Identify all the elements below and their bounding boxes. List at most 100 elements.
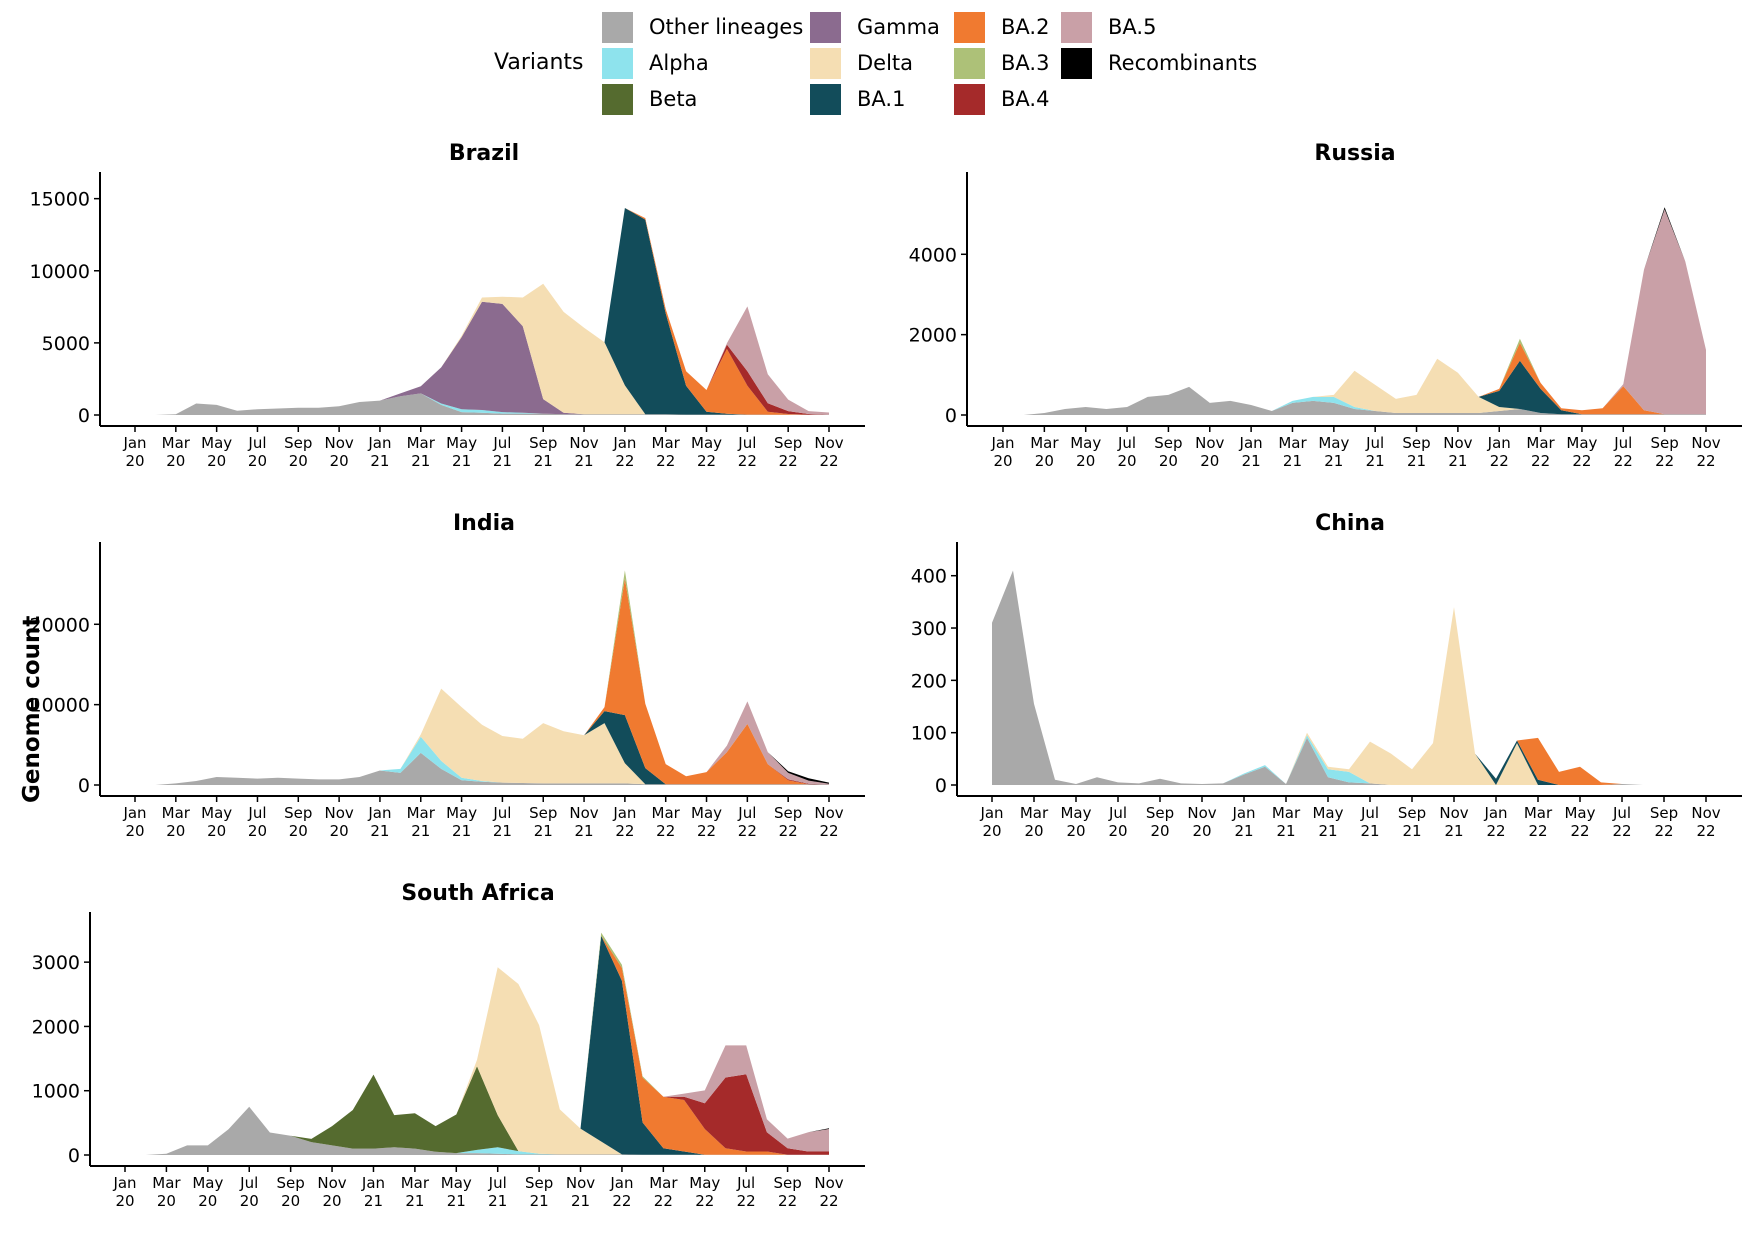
x-tick-label-month: Sep (277, 1174, 305, 1192)
panel-title: South Africa (401, 881, 554, 906)
panel-india: 01000020000Jan20Mar20May20Jul20Sep20Nov2… (30, 511, 865, 840)
x-tick-label-year: 21 (1318, 822, 1337, 840)
x-tick-label-year: 20 (281, 1192, 300, 1210)
x-tick-label-month: Nov (1443, 434, 1472, 452)
x-tick-label-year: 22 (1696, 452, 1715, 470)
x-tick-label-month: Nov (814, 434, 843, 452)
x-tick-label-year: 21 (1407, 452, 1426, 470)
x-tick-label-year: 21 (1242, 452, 1261, 470)
series-area-ba-1 (1003, 358, 1706, 415)
x-tick-label-year: 21 (1276, 822, 1295, 840)
y-tick-label: 4000 (909, 244, 957, 266)
y-tick-label: 0 (68, 1145, 80, 1167)
legend-swatch (954, 12, 985, 43)
x-tick-label-year: 22 (1486, 822, 1505, 840)
y-tick-label: 1000 (32, 1081, 80, 1103)
x-tick-label-year: 20 (207, 822, 226, 840)
y-tick-label: 10000 (30, 695, 90, 717)
x-tick-label-month: Mar (162, 804, 191, 822)
x-tick-label-month: Jul (488, 1174, 507, 1192)
x-tick-label-year: 20 (1192, 822, 1211, 840)
x-tick-label-year: 21 (1324, 452, 1343, 470)
x-tick-label-month: May (446, 804, 477, 822)
x-tick-label-month: Nov (1195, 434, 1224, 452)
x-tick-label-year: 20 (125, 822, 144, 840)
x-tick-label-year: 22 (1654, 822, 1673, 840)
series-area-ba-1 (992, 570, 1706, 785)
x-tick-label-year: 20 (248, 452, 267, 470)
legend-swatch (1061, 48, 1092, 79)
x-tick-label-month: Jul (1612, 804, 1631, 822)
x-tick-label-year: 21 (370, 822, 389, 840)
series-area-other-lineages (135, 393, 829, 415)
x-tick-label-month: Jan (1483, 804, 1507, 822)
x-tick-label-year: 20 (166, 822, 185, 840)
x-tick-label-year: 20 (323, 1192, 342, 1210)
x-tick-label-year: 20 (115, 1192, 134, 1210)
x-tick-label-month: Jan (612, 434, 636, 452)
x-tick-label-month: Sep (1398, 804, 1426, 822)
x-tick-label-year: 22 (1528, 822, 1547, 840)
x-tick-label-month: Jan (609, 1174, 633, 1192)
x-tick-label-year: 22 (819, 822, 838, 840)
panel-title: Russia (1314, 141, 1395, 166)
x-tick-label-year: 22 (738, 452, 757, 470)
x-tick-label-month: Sep (1402, 434, 1430, 452)
x-tick-label-month: May (201, 434, 232, 452)
legend-swatch (810, 84, 841, 115)
x-tick-label-year: 20 (1200, 452, 1219, 470)
x-tick-label-month: Mar (407, 804, 436, 822)
x-tick-label-month: Jul (737, 434, 756, 452)
x-tick-label-month: Nov (1439, 804, 1468, 822)
legend-label: Beta (649, 87, 698, 111)
x-tick-label-year: 20 (982, 822, 1001, 840)
legend-swatch (810, 12, 841, 43)
panel-title: China (1315, 511, 1385, 536)
panel-title: Brazil (449, 141, 519, 166)
x-tick-label-month: Jul (737, 804, 756, 822)
x-tick-label-year: 22 (779, 822, 798, 840)
x-tick-label-year: 21 (1360, 822, 1379, 840)
x-tick-label-month: Mar (162, 434, 191, 452)
x-tick-label-month: Nov (814, 804, 843, 822)
y-tick-label: 20000 (30, 614, 90, 636)
x-tick-label-year: 20 (207, 452, 226, 470)
series-area-other-lineages (1003, 386, 1706, 415)
series-area-ba-4 (135, 208, 829, 415)
legend-label: BA.5 (1108, 15, 1157, 39)
x-tick-label-year: 22 (697, 452, 716, 470)
legend-label: Gamma (857, 15, 940, 39)
series-area-delta (992, 570, 1706, 785)
x-tick-label-month: Sep (774, 434, 802, 452)
x-tick-label-year: 22 (1655, 452, 1674, 470)
y-tick-label: 0 (935, 775, 947, 797)
x-tick-label-month: Jul (247, 434, 266, 452)
legend-label: Other lineages (649, 15, 804, 39)
x-tick-label-year: 21 (447, 1192, 466, 1210)
y-tick-label: 100 (911, 723, 947, 745)
x-tick-label-month: Nov (324, 804, 353, 822)
x-tick-label-year: 20 (125, 452, 144, 470)
x-tick-label-month: May (1318, 434, 1349, 452)
series-area-ba-1 (135, 208, 829, 415)
x-tick-label-month: Nov (569, 434, 598, 452)
x-tick-label-year: 22 (615, 822, 634, 840)
x-tick-label-year: 20 (248, 822, 267, 840)
legend-label: Alpha (649, 51, 709, 75)
y-tick-label: 0 (78, 405, 90, 427)
x-tick-label-year: 21 (452, 822, 471, 840)
series-area-ba-2 (135, 578, 829, 785)
x-tick-label-month: Jan (979, 804, 1003, 822)
series-area-delta (1003, 358, 1706, 415)
x-tick-label-year: 21 (452, 452, 471, 470)
x-tick-label-month: Mar (652, 434, 681, 452)
x-tick-label-year: 21 (370, 452, 389, 470)
x-tick-label-year: 20 (198, 1192, 217, 1210)
x-tick-label-month: Mar (152, 1174, 181, 1192)
x-tick-label-month: May (192, 1174, 223, 1192)
x-tick-label-year: 21 (1444, 822, 1463, 840)
x-tick-label-year: 22 (1531, 452, 1550, 470)
x-tick-label-month: Jan (361, 1174, 385, 1192)
x-tick-label-month: Sep (774, 804, 802, 822)
x-tick-label-year: 21 (364, 1192, 383, 1210)
